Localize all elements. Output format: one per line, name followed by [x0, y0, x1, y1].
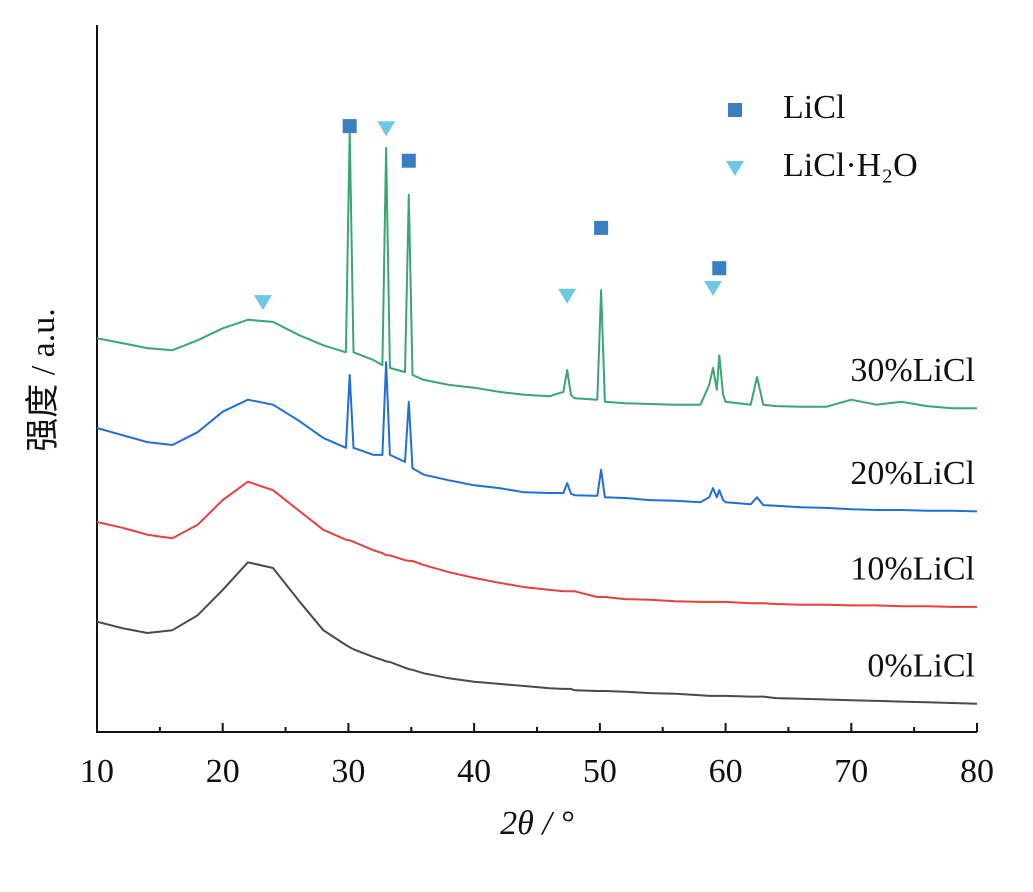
spectrum-line — [96, 480, 977, 608]
legend-marker — [726, 161, 744, 176]
spectrum-line — [96, 361, 978, 513]
x-tick-label: 60 — [709, 753, 743, 790]
x-tick-label: 70 — [834, 753, 868, 790]
legend-label: LiCl — [783, 89, 845, 126]
x-tick-label: 40 — [457, 753, 491, 790]
peak-marker — [712, 261, 727, 276]
peak-marker — [253, 295, 272, 311]
x-tick-label: 50 — [583, 753, 617, 790]
x-tick-label: 20 — [206, 753, 240, 790]
series-label: 10%LiCl — [850, 551, 975, 588]
x-tick-label: 30 — [331, 753, 365, 790]
x-axis-label: 2θ / ° — [500, 805, 574, 842]
spectrum-line — [96, 129, 977, 410]
x-tick-label: 80 — [960, 753, 994, 790]
x-tick-label: 10 — [80, 753, 114, 790]
legend-marker — [728, 103, 742, 117]
spectrum-line — [96, 561, 978, 705]
peak-marker — [377, 121, 396, 137]
series-label: 20%LiCl — [850, 455, 975, 492]
peak-marker — [594, 220, 609, 235]
peak-marker — [401, 153, 416, 168]
peak-marker — [704, 281, 722, 297]
series-label: 30%LiCl — [850, 352, 975, 389]
series-label: 0%LiCl — [867, 648, 975, 685]
y-axis-label: 强度 / a.u. — [24, 308, 62, 452]
peak-marker — [558, 288, 577, 304]
legend-label: LiCl·H₂O — [783, 147, 918, 184]
peak-marker — [342, 119, 357, 134]
